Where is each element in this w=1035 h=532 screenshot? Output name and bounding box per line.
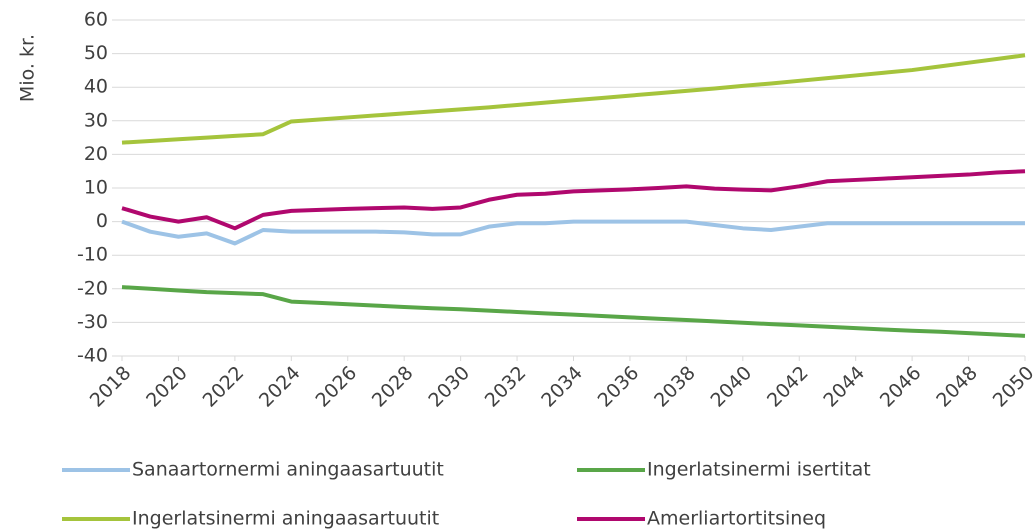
x-tick-label: 2036 xyxy=(594,362,644,412)
x-tick-label: 2040 xyxy=(706,362,756,412)
y-tick-label: -30 xyxy=(77,311,108,333)
x-tick-label: 2048 xyxy=(932,362,982,412)
y-tick-label: 10 xyxy=(84,177,108,199)
series-line xyxy=(121,285,1026,338)
x-tick-label: 2046 xyxy=(876,362,926,412)
y-tick-label: 30 xyxy=(84,109,108,131)
y-tick-label: -40 xyxy=(77,345,108,367)
series-line xyxy=(121,53,1026,145)
x-tick-label: 2042 xyxy=(763,362,813,412)
x-tick-label: 2020 xyxy=(142,362,192,412)
x-tick-label: 2026 xyxy=(311,362,361,412)
y-tick-label: -10 xyxy=(77,244,108,266)
y-axis-label: Mio. kr. xyxy=(17,34,39,102)
series-line xyxy=(121,219,1025,246)
y-tick-label: 20 xyxy=(84,143,108,165)
legend-label: Sanaartornermi aningaasartuutit xyxy=(132,459,444,481)
x-tick-label: 2024 xyxy=(255,362,305,412)
x-tick-label: 2050 xyxy=(989,362,1035,412)
y-tick-label: 0 xyxy=(96,210,108,232)
y-tick-label: -20 xyxy=(77,277,108,299)
series-line xyxy=(121,169,1026,231)
y-tick-label: 50 xyxy=(84,42,108,64)
x-tick-label: 2032 xyxy=(481,362,531,412)
x-tick-label: 2038 xyxy=(650,362,700,412)
x-tick-label: 2034 xyxy=(537,362,587,412)
legend-label: Ingerlatsinermi aningaasartuutit xyxy=(132,508,439,530)
x-tick-label: 2022 xyxy=(199,362,249,412)
x-tick-label: 2030 xyxy=(424,362,474,412)
legend-label: Ingerlatsinermi isertitat xyxy=(647,459,871,481)
legend-label: Amerliartortitsineq xyxy=(647,508,826,530)
y-tick-label: 60 xyxy=(84,9,108,31)
y-tick-label: 40 xyxy=(84,76,108,98)
x-tick-label: 2044 xyxy=(819,362,869,412)
x-tick-label: 2018 xyxy=(86,362,136,412)
x-tick-label: 2028 xyxy=(368,362,418,412)
